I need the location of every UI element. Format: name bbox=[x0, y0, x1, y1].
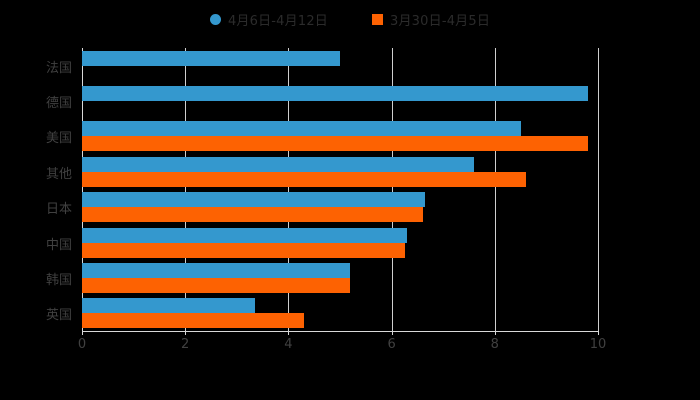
y-axis-tick-label: 英国 bbox=[45, 308, 72, 324]
legend-square-marker-icon bbox=[372, 14, 383, 25]
x-axis-tick-label: 6 bbox=[387, 337, 396, 352]
gridline bbox=[288, 48, 290, 331]
x-axis-labels: 0 2 4 6 8 10 bbox=[0, 337, 700, 359]
legend-label-series-1: 3月30日-4月5日 bbox=[390, 14, 491, 29]
gridline bbox=[185, 48, 187, 331]
bar-series-1[interactable] bbox=[82, 207, 423, 223]
x-axis-tick-label: 0 bbox=[77, 337, 87, 352]
y-axis-labels: 法国德国美国其他日本中国韩国英国 bbox=[0, 48, 72, 331]
legend-item-series-1[interactable]: 3月30日-4月5日 bbox=[372, 10, 490, 29]
bar-series-1[interactable] bbox=[82, 277, 351, 293]
x-axis-tick bbox=[598, 331, 599, 335]
y-axis-tick-label: 韩国 bbox=[45, 272, 72, 288]
bar-series-0[interactable] bbox=[82, 227, 408, 243]
bar-series-1[interactable] bbox=[82, 313, 304, 329]
y-axis-tick-label: 法国 bbox=[45, 60, 72, 76]
x-axis-tick bbox=[391, 331, 393, 335]
y-axis-tick-label: 其他 bbox=[45, 166, 72, 182]
legend-circle-marker-icon bbox=[209, 14, 221, 25]
y-axis-tick-label: 美国 bbox=[45, 131, 72, 147]
legend-item-series-0[interactable]: 4月6日-4月12日 bbox=[209, 10, 328, 29]
bar-series-0[interactable] bbox=[82, 298, 255, 314]
bar-series-0[interactable] bbox=[82, 192, 426, 208]
y-axis-spine bbox=[82, 48, 83, 331]
x-axis-tick bbox=[288, 331, 290, 335]
bar-series-0[interactable] bbox=[82, 86, 588, 102]
y-axis-tick-label: 德国 bbox=[45, 96, 72, 112]
x-axis-tick bbox=[185, 331, 187, 335]
bar-series-1[interactable] bbox=[82, 136, 588, 152]
bar-series-1[interactable] bbox=[82, 242, 405, 258]
bar-series-0[interactable] bbox=[82, 156, 475, 172]
gridline bbox=[494, 48, 496, 331]
bar-series-1[interactable] bbox=[82, 171, 526, 187]
x-axis-tick-label: 2 bbox=[181, 337, 190, 352]
plot-area bbox=[82, 48, 599, 331]
x-axis-tick bbox=[82, 331, 83, 335]
bar-series-0[interactable] bbox=[82, 262, 351, 278]
bar-series-0[interactable] bbox=[82, 121, 521, 137]
legend-label-series-0: 4月6日-4月12日 bbox=[227, 14, 328, 29]
x-axis-tick-label: 10 bbox=[589, 337, 607, 352]
chart-legend: 4月6日-4月12日 3月30日-4月5日 bbox=[0, 10, 700, 29]
bar-series-0[interactable] bbox=[82, 50, 340, 66]
y-axis-tick-label: 日本 bbox=[45, 202, 72, 218]
gridline bbox=[598, 48, 599, 331]
x-axis-tick-label: 4 bbox=[284, 337, 293, 352]
x-axis-tick-label: 8 bbox=[490, 337, 499, 352]
gridline bbox=[391, 48, 393, 331]
y-axis-tick-label: 中国 bbox=[45, 237, 72, 253]
x-axis-tick bbox=[494, 331, 496, 335]
x-axis-spine bbox=[82, 331, 599, 332]
